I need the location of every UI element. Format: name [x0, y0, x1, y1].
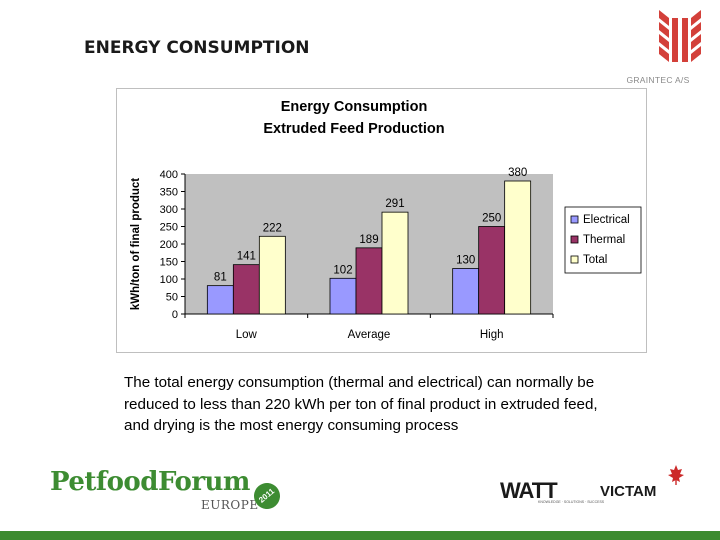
- bar-total-average: [381, 211, 409, 315]
- bar-electrical-average: [329, 277, 357, 315]
- data-label: 81: [214, 272, 227, 284]
- legend-label: Thermal: [583, 234, 625, 246]
- bar-electrical-low: [206, 285, 234, 315]
- chart-subtitle: Extruded Feed Production: [263, 121, 444, 137]
- petfood-forum-europe: EUROPE: [201, 498, 259, 512]
- data-label: 141: [237, 251, 256, 263]
- y-tick-label: 200: [160, 239, 178, 251]
- bar-thermal-average: [355, 247, 383, 315]
- y-tick-label: 150: [160, 257, 178, 269]
- y-axis-label: kWh/ton of final product: [130, 178, 142, 310]
- bar-total-low: [258, 235, 286, 315]
- y-tick-label: 50: [166, 292, 178, 304]
- chart-frame: Energy Consumption Extruded Feed Producti…: [116, 88, 647, 353]
- data-label: 380: [508, 167, 527, 179]
- maple-leaf-icon: [668, 465, 684, 485]
- y-tick-label: 400: [160, 169, 178, 181]
- data-label: 102: [333, 264, 352, 276]
- bar-electrical-high: [452, 268, 480, 315]
- watt-wordmark: WATT: [500, 478, 558, 503]
- legend-label: Electrical: [583, 214, 630, 226]
- legend-swatch: [570, 235, 579, 244]
- victam-logo: VICTAM: [600, 465, 690, 505]
- graintec-label: GRAINTEC A/S: [626, 75, 690, 85]
- bar-total-high: [504, 180, 532, 315]
- petfood-forum-logo: PetfoodForum EUROPE 2011: [46, 463, 286, 523]
- bar-thermal-high: [478, 226, 506, 315]
- x-tick-label: Average: [348, 329, 391, 341]
- legend-swatch: [570, 215, 579, 224]
- data-label: 291: [385, 198, 404, 210]
- y-tick-label: 300: [160, 204, 178, 216]
- chart-title: Energy Consumption: [281, 99, 428, 115]
- x-tick-label: Low: [236, 329, 258, 341]
- data-label: 189: [359, 234, 378, 246]
- petfood-forum-wordmark: PetfoodForum: [50, 467, 250, 497]
- victam-wordmark: VICTAM: [600, 483, 657, 500]
- graintec-logo-icon: [659, 10, 701, 62]
- y-tick-label: 100: [160, 274, 178, 286]
- data-label: 130: [456, 255, 475, 267]
- body-text: The total energy consumption (thermal an…: [124, 374, 598, 434]
- data-label: 222: [263, 222, 282, 234]
- y-tick-label: 350: [160, 187, 178, 199]
- watt-tagline: KNOWLEDGE · SOLUTIONS · SUCCESS: [538, 500, 605, 504]
- slide-title: ENERGY CONSUMPTION: [84, 38, 310, 58]
- bar-chart: Energy Consumption Extruded Feed Producti…: [130, 99, 642, 341]
- bar-thermal-low: [232, 264, 260, 315]
- footer-bar: [0, 531, 720, 540]
- legend-swatch: [570, 255, 579, 264]
- y-tick-label: 0: [172, 309, 178, 321]
- watt-logo: WATT KNOWLEDGE · SOLUTIONS · SUCCESS: [500, 478, 604, 506]
- legend-label: Total: [583, 254, 607, 266]
- x-tick-label: High: [480, 329, 504, 341]
- y-tick-label: 250: [160, 222, 178, 234]
- data-label: 250: [482, 213, 501, 225]
